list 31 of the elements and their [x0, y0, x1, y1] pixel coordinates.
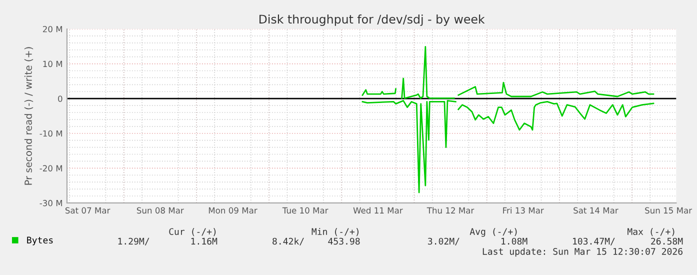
text: 1.08M — [502, 238, 528, 245]
y-tick-label: -10 M — [40, 130, 62, 137]
text: Last update: Sun Mar 15 12:30:07 2026 — [482, 248, 682, 257]
legend-label: Bytes — [27, 236, 53, 246]
text: 453.98 — [328, 238, 360, 245]
text: Max (-/+) — [628, 228, 674, 236]
y-tick-label: -30 M — [40, 200, 62, 206]
text: 3.02M/ — [428, 238, 460, 246]
y-tick-label: 0 — [58, 96, 62, 102]
text: 1.16M — [191, 238, 218, 245]
x-tick-label: Tue 10 Mar — [282, 207, 328, 214]
x-tick-label: Sat 07 Mar — [65, 207, 110, 214]
x-tick-label: Thu 12 Mar — [426, 207, 474, 214]
chart-title: Disk throughput for /dev/sdj - by week — [259, 14, 485, 26]
text: Cur (-/+) — [169, 228, 216, 236]
x-tick-label: Mon 09 Mar — [208, 207, 258, 214]
y-axis-title: Pr second read (-) / write (+) — [24, 47, 34, 185]
text: 103.47M/ — [573, 238, 615, 246]
text: Min (-/+) — [312, 228, 358, 236]
x-tick-label: Wed 11 Mar — [353, 207, 403, 214]
text: 26.58M — [651, 238, 683, 245]
y-tick-label: -20 M — [40, 165, 62, 172]
x-tick-label: Sun 08 Mar — [136, 207, 184, 214]
y-tick-label: 10 M — [43, 60, 62, 68]
x-tick-label: Fri 13 Mar — [503, 207, 544, 214]
text: 1.29M/ — [118, 238, 150, 246]
text: Avg (-/+) — [470, 228, 517, 237]
y-tick-label: 20 M — [42, 26, 62, 32]
x-tick-label: Sat 14 Mar — [574, 207, 618, 214]
x-tick-label: Sun 15 Mar — [645, 207, 692, 214]
text: 8.42k/ — [272, 238, 304, 246]
